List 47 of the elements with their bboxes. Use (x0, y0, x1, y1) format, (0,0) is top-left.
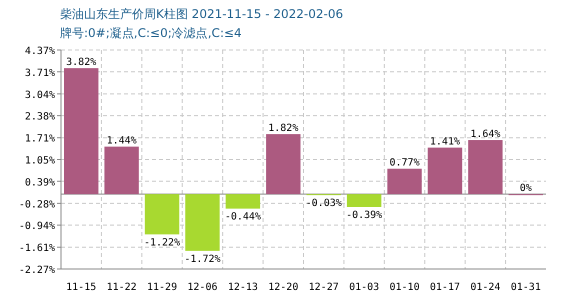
x-tick-label: 11-29 (146, 282, 178, 293)
data-label: 1.64% (470, 129, 500, 140)
y-tick-label: -1.61% (18, 243, 55, 254)
y-tick-label: 2.38% (24, 112, 55, 123)
data-label: -1.22% (144, 237, 180, 248)
bar (226, 194, 260, 209)
data-label: 1.44% (106, 136, 137, 147)
data-label: -0.03% (306, 198, 342, 210)
data-label: 0.77% (389, 158, 420, 169)
bar (64, 68, 98, 194)
bar (428, 148, 462, 194)
data-label: -1.72% (184, 254, 221, 265)
y-tick-label: 4.37% (24, 46, 55, 57)
bar (144, 194, 180, 234)
x-tick-label: 11-22 (106, 282, 137, 293)
data-label: -0.39% (346, 210, 382, 221)
x-tick-label: 01-17 (430, 282, 460, 293)
data-label: 0% (520, 183, 532, 194)
y-tick-label: -0.28% (18, 199, 55, 210)
x-tick-label: 12-20 (268, 282, 298, 293)
x-tick-label: 01-03 (349, 282, 380, 293)
bar (266, 134, 300, 194)
data-label: 3.82% (66, 57, 96, 68)
data-label: 1.82% (268, 123, 298, 134)
x-tick-label: 12-13 (228, 282, 258, 293)
bar (346, 194, 382, 207)
y-tick-label: -0.94% (18, 221, 55, 232)
chart-subtitle: 牌号:0#;凝点,C:≤0;冷滤点,C:≤4 (60, 26, 242, 40)
x-tick-label: 01-10 (389, 282, 420, 293)
y-tick-label: 1.05% (24, 156, 55, 166)
y-tick-label: -2.27% (18, 265, 55, 276)
y-tick-label: 1.71% (24, 134, 55, 145)
bar (185, 194, 220, 251)
data-label: 1.41% (430, 136, 460, 148)
y-tick-label: 3.04% (24, 90, 55, 101)
x-tick-label: 11-15 (66, 282, 96, 293)
y-tick-label: 3.71% (24, 68, 55, 79)
x-tick-label: 12-06 (187, 282, 218, 293)
chart-title: 柴油山东生产价周K柱图 2021-11-15 - 2022-02-06 (60, 7, 344, 21)
data-label: -0.44% (224, 212, 261, 223)
y-tick-label: 0.39% (24, 177, 55, 188)
bar (468, 140, 503, 194)
bar (104, 146, 139, 194)
x-tick-label: 01-31 (510, 282, 541, 293)
x-tick-label: 01-24 (470, 282, 500, 293)
bar (387, 168, 422, 194)
x-tick-label: 12-27 (308, 282, 339, 293)
